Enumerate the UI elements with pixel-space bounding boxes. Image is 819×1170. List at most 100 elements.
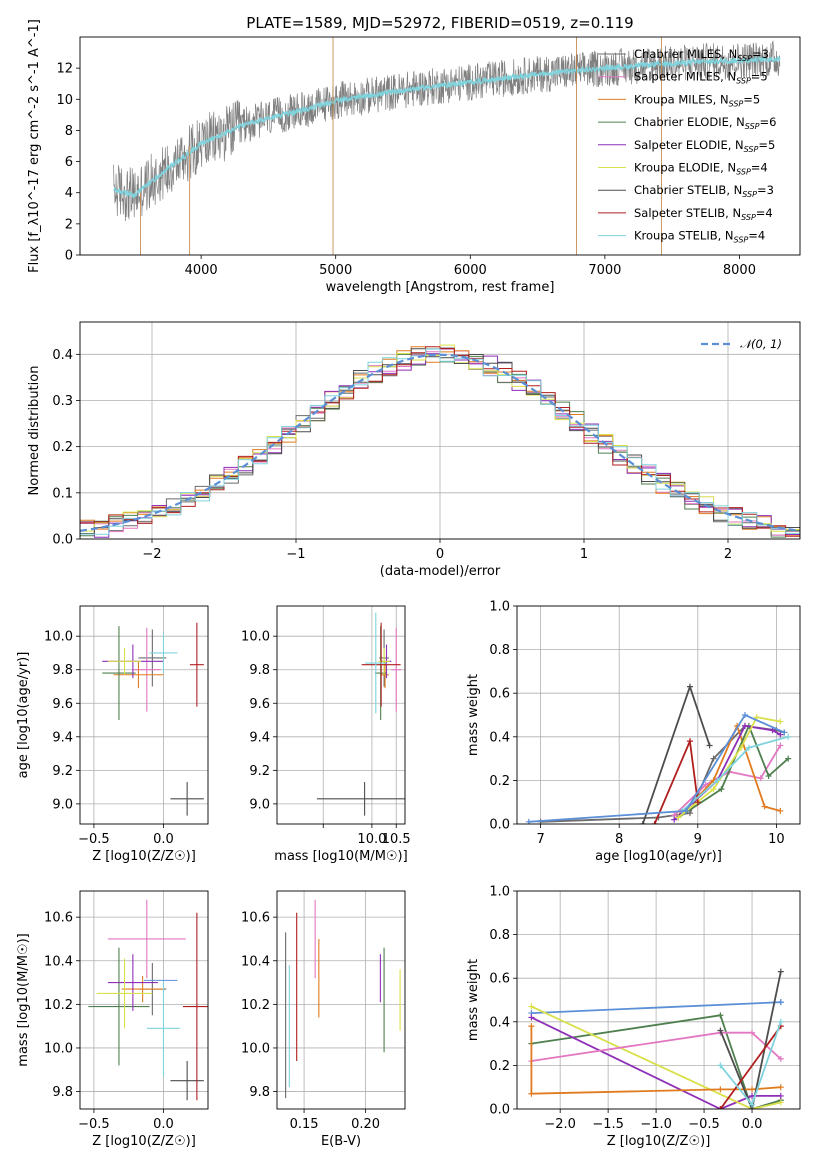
legend-subscript: SSP xyxy=(737,54,752,63)
weight-point xyxy=(761,803,768,810)
y-tick-label: 0.2 xyxy=(489,774,510,789)
spectrum-panel: 4000 5000 6000 7000 8000 0 2 4 6 8 10 12 wavelength … xyxy=(27,19,801,295)
weight-point xyxy=(675,814,682,821)
y-tick-label: 9.4 xyxy=(249,730,270,745)
y-tick-label: 0.3 xyxy=(52,394,73,409)
weight-point xyxy=(777,1099,784,1106)
y-axis-label: mass [log10(M/M☉)] xyxy=(16,933,31,1066)
y-tick-label: 9.8 xyxy=(52,1085,73,1100)
axes-frame xyxy=(79,36,801,256)
ticks: −2 −1 0 1 2 0.0 0.1 0.2 0.3 0.4 xyxy=(52,348,732,562)
y-axis-label: age [log10(age/yr)] xyxy=(16,652,31,779)
mass-vs-metallicity-panel: −0.5 0.0 9.8 10.0 10.2 10.4 10.6 Z [log10(Z/Z☉)… xyxy=(16,890,209,1149)
weight-point xyxy=(528,1014,535,1021)
weight-point xyxy=(710,786,717,793)
weight-line-kroupa-stelib xyxy=(719,1021,782,1107)
mass-vs-ebv-panel: 0.15 0.20 9.8 10.0 10.2 10.4 10.6 E(B-V) xyxy=(241,890,406,1149)
legend-subscript: SSP xyxy=(734,236,749,245)
legend-label: Kroupa ELODIE, NSSP=4 xyxy=(634,161,768,177)
x-tick-label: 0.0 xyxy=(153,1117,174,1132)
weight-point xyxy=(714,777,721,784)
weight-point xyxy=(528,1023,535,1030)
y-tick-label: 0 xyxy=(65,249,73,264)
weight-point xyxy=(753,714,760,721)
x-tick-label: 5000 xyxy=(319,263,352,278)
axes-frame xyxy=(79,605,209,825)
legend-label: 𝒩(0, 1) xyxy=(740,337,782,351)
weight-point xyxy=(777,1084,784,1091)
x-tick-label: 0.15 xyxy=(290,1117,319,1132)
weight-point xyxy=(717,1027,724,1034)
weight-point xyxy=(738,744,745,751)
legend-count: =5 xyxy=(758,138,775,152)
ticks: 4000 5000 6000 7000 8000 0 2 4 6 8 10 12 xyxy=(56,62,756,278)
x-tick-label: 4000 xyxy=(185,263,218,278)
weight-line-salpeter-stelib xyxy=(719,1025,782,1109)
y-tick-label: 0.4 xyxy=(489,730,510,745)
x-tick-label: 0.20 xyxy=(351,1117,380,1132)
x-tick-label: 1 xyxy=(580,547,588,562)
y-tick-label: 0.2 xyxy=(52,440,73,455)
legend-count: =5 xyxy=(751,70,768,84)
y-tick-label: 0.6 xyxy=(489,687,510,702)
weight-point xyxy=(651,821,658,824)
y-tick-label: 0.0 xyxy=(52,533,73,548)
y-tick-label: 0.0 xyxy=(489,1103,510,1118)
y-tick-label: 9.8 xyxy=(52,663,73,678)
legend-label: Chabrier ELODIE, NSSP=6 xyxy=(634,115,776,131)
y-tick-label: 9.2 xyxy=(249,764,270,779)
legend-label: Salpeter STELIB, NSSP=4 xyxy=(634,206,773,222)
weight-point xyxy=(777,742,784,749)
axes-frame xyxy=(516,605,801,825)
weight-line-kroupa-elodie xyxy=(531,1005,781,1109)
plot-area xyxy=(316,612,405,816)
legend-count: =4 xyxy=(751,161,768,175)
y-tick-label: 6 xyxy=(65,155,73,170)
y-tick-label: 9.0 xyxy=(52,797,73,812)
x-tick-label: 8 xyxy=(615,832,623,847)
x-tick-label: 7000 xyxy=(588,263,621,278)
weight-point xyxy=(777,807,784,814)
y-tick-label: 10.0 xyxy=(241,1041,270,1056)
weight-point xyxy=(639,821,646,824)
weight-point xyxy=(710,755,717,762)
y-tick-label: 9.8 xyxy=(249,663,270,678)
weight-point xyxy=(683,807,690,814)
weight-vs-age-panel: 7 8 9 10 0.0 0.2 0.4 0.6 0.8 1.0 age [log10(age/yr… xyxy=(466,600,801,864)
y-tick-label: 9.0 xyxy=(249,797,270,812)
y-tick-label: 12 xyxy=(56,62,73,77)
plot-area xyxy=(88,899,208,1101)
y-tick-label: 10.2 xyxy=(241,998,270,1013)
x-tick-label: 0.0 xyxy=(153,832,174,847)
weight-point xyxy=(718,786,725,793)
x-axis-label: (data-model)/error xyxy=(380,564,501,579)
weight-point xyxy=(777,1092,784,1099)
plot-area xyxy=(80,344,800,539)
x-tick-label: 10 xyxy=(768,832,785,847)
axes-frame xyxy=(79,890,209,1110)
axes-frame xyxy=(516,890,801,1110)
weight-point xyxy=(757,775,764,782)
weight-point xyxy=(717,1062,724,1069)
legend-count: =5 xyxy=(743,92,760,106)
weight-point xyxy=(769,727,776,734)
legend: Chabrier MILES, NSSP=3 Salpeter MILES, NS… xyxy=(598,47,776,245)
plot-area xyxy=(113,37,781,255)
legend-count: =4 xyxy=(756,206,773,220)
x-tick-label: −0.5 xyxy=(688,1117,720,1132)
legend-label: Kroupa STELIB, NSSP=4 xyxy=(634,229,765,245)
x-tick-label: −1.5 xyxy=(592,1117,624,1132)
normal-curve xyxy=(80,353,800,532)
weight-point xyxy=(717,1012,724,1019)
x-tick-label: 0.0 xyxy=(742,1117,763,1132)
legend-label: Chabrier STELIB, NSSP=3 xyxy=(634,183,774,199)
axes-frame xyxy=(276,890,406,1110)
y-tick-label: 10.6 xyxy=(241,911,270,926)
y-tick-label: 8 xyxy=(65,124,73,139)
weight-point xyxy=(702,781,709,788)
plot-area xyxy=(528,968,784,1109)
y-tick-label: 9.4 xyxy=(52,730,73,745)
weight-vs-metallicity-panel: −2.0 −1.5 −1.0 −0.5 0.0 0.0 0.2 0.4 0.6 0.8 1.0 Z [… xyxy=(466,885,801,1149)
y-axis-label: mass weight xyxy=(466,959,481,1041)
